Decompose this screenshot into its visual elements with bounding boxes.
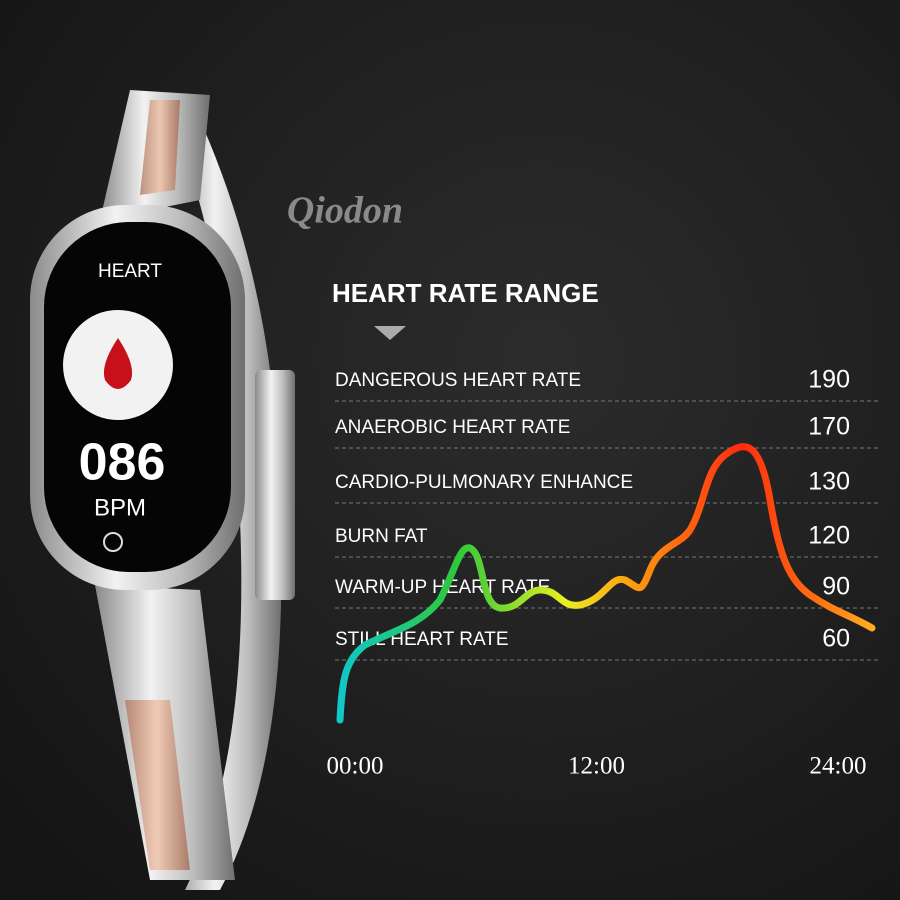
- watermark: Qiodon: [287, 190, 403, 232]
- panel-title: HEART RATE RANGE: [332, 278, 599, 308]
- pointer: [374, 326, 406, 340]
- zone-label: CARDIO-PULMONARY ENHANCE: [335, 472, 633, 493]
- watch-unit: BPM: [94, 494, 146, 521]
- watch-mode: HEART: [98, 261, 162, 282]
- zone-value: 130: [808, 468, 850, 496]
- zone-value: 60: [822, 625, 850, 653]
- bracelet: [30, 90, 295, 890]
- zone-value: 170: [808, 413, 850, 441]
- zone-value: 90: [822, 573, 850, 601]
- zone-label: BURN FAT: [335, 526, 428, 547]
- heart-rate-curve: [336, 443, 876, 724]
- zone-label: STILL HEART RATE: [335, 629, 509, 650]
- watch-reading: 086: [79, 434, 166, 492]
- zone-value: 190: [808, 366, 850, 394]
- zone-label: ANAEROBIC HEART RATE: [335, 417, 570, 438]
- time-label: 12:00: [568, 753, 625, 780]
- time-axis: 00:00 12:00 24:00: [327, 753, 867, 780]
- time-label: 00:00: [327, 753, 384, 780]
- time-label: 24:00: [810, 753, 867, 780]
- zone-list: DANGEROUS HEART RATE 190 ANAEROBIC HEART R…: [335, 366, 880, 661]
- zone-label: DANGEROUS HEART RATE: [335, 370, 581, 391]
- zone-value: 120: [808, 522, 850, 550]
